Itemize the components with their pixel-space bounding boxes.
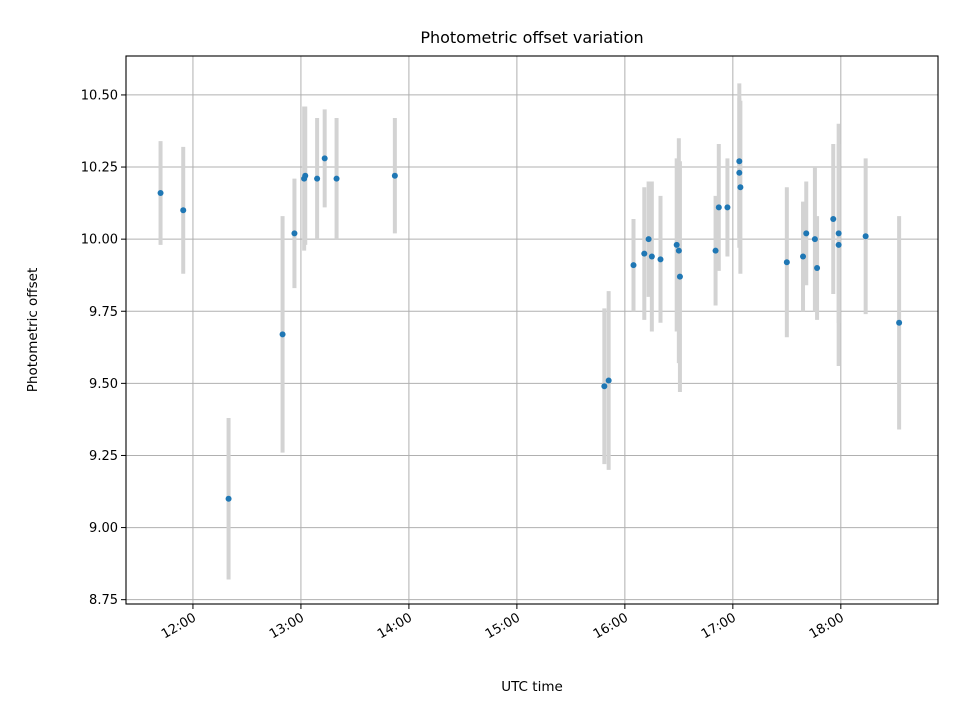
y-tick-label: 9.75 <box>89 305 118 320</box>
data-point <box>391 172 398 179</box>
data-point <box>605 377 612 384</box>
data-point <box>712 247 719 254</box>
chart-title: Photometric offset variation <box>420 28 643 47</box>
data-point <box>321 155 328 162</box>
data-point <box>803 230 810 237</box>
y-axis-label: Photometric offset <box>25 268 41 392</box>
data-point <box>715 204 722 211</box>
data-point <box>291 230 298 237</box>
data-point <box>279 331 286 338</box>
data-point <box>835 241 842 248</box>
y-axis-ticks: 8.75 9.00 9.25 9.50 9.75 10.00 10.25 10.50 <box>81 88 126 608</box>
data-point <box>333 175 340 182</box>
data-point <box>724 204 731 211</box>
data-point <box>736 169 743 176</box>
y-tick-label: 10.00 <box>81 233 118 248</box>
data-point <box>302 172 309 179</box>
data-point <box>811 236 818 243</box>
data-point <box>657 256 664 263</box>
data-point <box>675 247 682 254</box>
data-point <box>157 190 164 196</box>
data-point <box>314 175 321 182</box>
data-point <box>673 241 680 248</box>
plot-frame <box>125 55 939 605</box>
data-point <box>225 495 232 502</box>
y-tick-label: 8.75 <box>89 593 118 608</box>
y-tick-label: 9.00 <box>89 521 118 536</box>
data-point <box>800 253 807 260</box>
x-axis-label: UTC time <box>501 679 563 695</box>
data-point <box>601 383 608 390</box>
data-point <box>630 262 637 269</box>
y-tick-label: 10.50 <box>81 88 118 103</box>
y-tick-label: 10.25 <box>81 161 118 176</box>
y-tick-label: 9.50 <box>89 377 118 392</box>
data-point <box>783 259 790 266</box>
data-point <box>676 273 683 280</box>
data-point <box>830 215 837 222</box>
data-point <box>648 253 655 260</box>
data-point <box>737 184 744 191</box>
data-point <box>645 236 652 243</box>
data-point <box>736 158 743 165</box>
data-point <box>896 319 903 326</box>
data-point <box>814 264 821 271</box>
data-point <box>641 250 648 257</box>
data-point <box>835 230 842 237</box>
data-point <box>180 207 187 214</box>
data-points <box>157 155 903 502</box>
data-point <box>862 233 869 240</box>
y-tick-label: 9.25 <box>89 449 118 464</box>
